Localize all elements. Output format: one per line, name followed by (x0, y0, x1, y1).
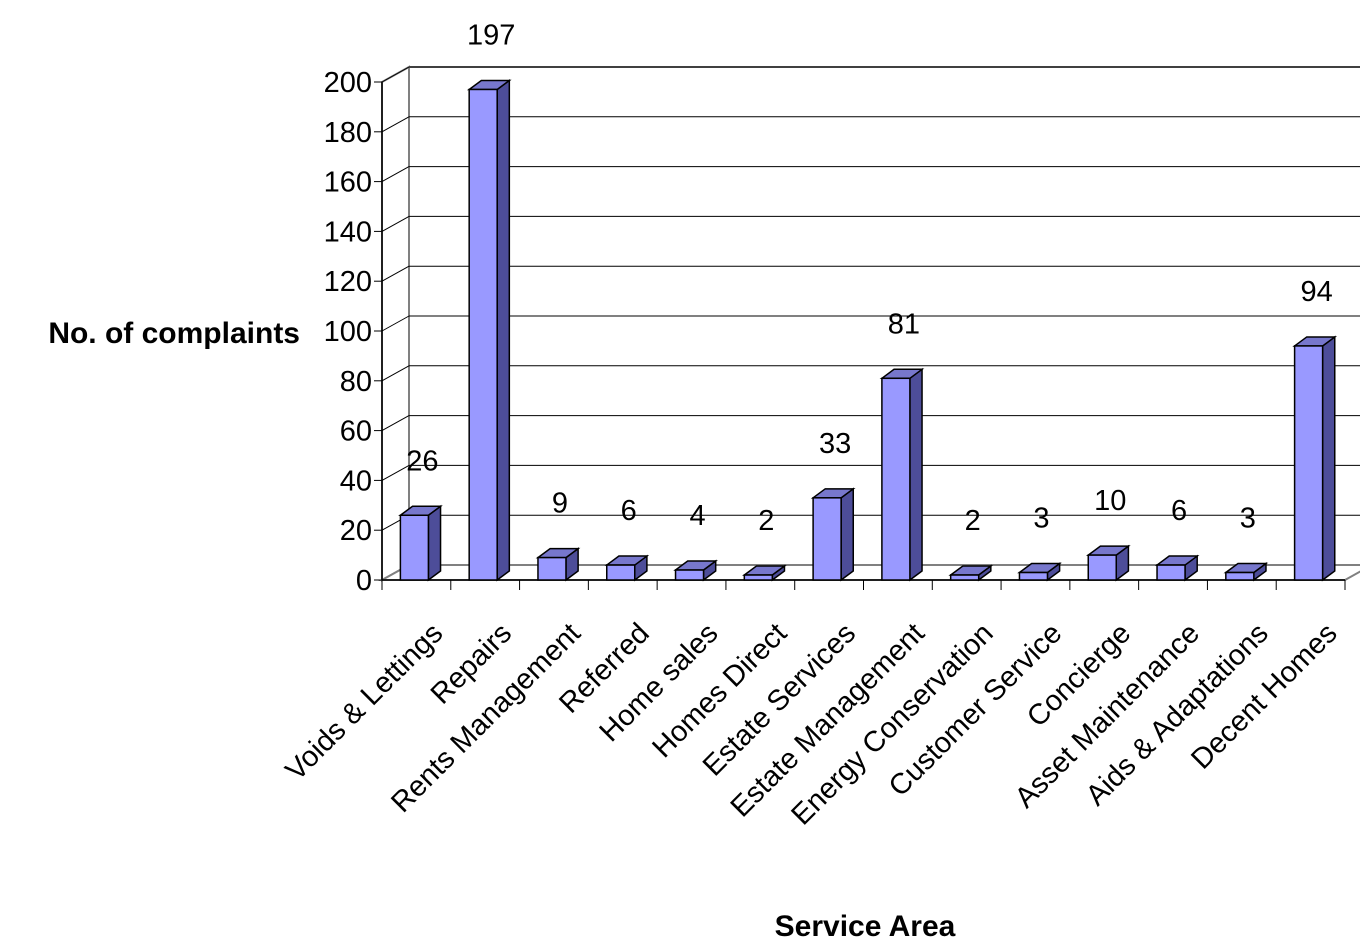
bar-front (1293, 345, 1324, 581)
bar (742, 564, 787, 582)
bar (535, 547, 581, 582)
bar (1292, 335, 1338, 582)
data-label: 3 (1240, 503, 1256, 535)
bar-front (881, 377, 911, 581)
bar-front (1225, 571, 1255, 581)
bar-side (1321, 335, 1336, 582)
bar-side (909, 367, 923, 582)
bar-front (537, 556, 567, 581)
bar (810, 487, 856, 582)
x-axis-title: Service Area (775, 910, 956, 943)
bar-side (840, 487, 855, 582)
floor (378, 564, 1360, 581)
gridline-side (381, 66, 410, 83)
bar-front (674, 569, 705, 581)
bar (1085, 544, 1131, 582)
data-label: 4 (689, 500, 705, 532)
gridline-side (381, 464, 410, 481)
y-tick-label: 200 (324, 67, 372, 99)
gridline-side (381, 116, 410, 133)
data-labels-group: 26 197 9 6 4 2 33 81 2 3 10 6 3 94 (406, 19, 1332, 537)
y-tick-label: 100 (324, 316, 372, 348)
y-tick-label: 180 (324, 117, 372, 149)
data-label: 197 (467, 19, 515, 51)
data-label: 81 (888, 308, 920, 340)
y-tick-label: 120 (324, 266, 372, 298)
bar-side (496, 78, 511, 582)
bar (398, 504, 443, 582)
data-label: 26 (406, 445, 438, 477)
gridline-side (381, 215, 410, 232)
bar (1154, 554, 1200, 582)
data-label: 6 (621, 495, 637, 527)
x-axis (381, 579, 1346, 590)
bar (879, 367, 925, 582)
gridline-side (381, 166, 410, 183)
data-label: 6 (1171, 495, 1187, 527)
data-label: 10 (1094, 485, 1126, 517)
bar (1223, 562, 1269, 582)
y-tick-label: 20 (340, 515, 372, 547)
bars-group (398, 78, 1338, 582)
bar (948, 564, 994, 582)
bar-front (606, 564, 636, 581)
data-label: 9 (552, 488, 568, 520)
y-tick-label: 0 (356, 565, 372, 597)
data-label: 33 (819, 428, 851, 460)
bar-front (1156, 564, 1186, 581)
y-tick-label: 160 (324, 167, 372, 199)
bar-front (468, 88, 498, 581)
bar (604, 554, 650, 582)
bar (1017, 562, 1062, 582)
y-tick-label: 140 (324, 216, 372, 248)
bar-front (399, 514, 430, 581)
bar-front (1087, 554, 1117, 581)
bar-front (949, 574, 980, 581)
bar-front (812, 497, 842, 581)
gridline-side (381, 415, 410, 432)
data-label: 94 (1300, 276, 1332, 308)
data-label: 3 (1033, 503, 1049, 535)
bar-side (427, 504, 442, 582)
chart-walls (378, 65, 1360, 582)
data-label: 2 (965, 505, 981, 537)
y-tick-label: 80 (340, 366, 372, 398)
gridline-side (381, 315, 410, 332)
gridline-side (381, 265, 410, 282)
bar (466, 78, 512, 582)
y-tick-label: 60 (340, 416, 372, 448)
bar (673, 559, 718, 582)
data-label: 2 (758, 505, 774, 537)
y-axis-title: No. of complaints (48, 317, 300, 350)
bar-front (1018, 571, 1049, 581)
gridline-side (381, 365, 410, 382)
bar-front (743, 574, 774, 581)
y-tick-label: 40 (340, 465, 372, 497)
